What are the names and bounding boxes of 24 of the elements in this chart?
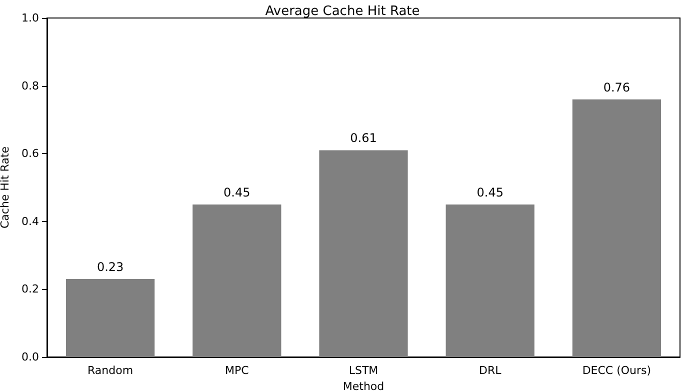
bar <box>446 204 534 357</box>
data-label: 0.45 <box>476 185 504 200</box>
data-label: 0.23 <box>96 260 124 274</box>
y-tick-label: 0.8 <box>22 79 39 92</box>
y-tick-label: 0.4 <box>22 214 39 228</box>
data-label: 0.76 <box>603 80 630 94</box>
y-tick-label: 0.6 <box>22 147 39 160</box>
bar <box>66 279 155 357</box>
x-tick-label: LSTM <box>348 364 378 377</box>
bar <box>572 99 662 357</box>
y-tick-label: 0.0 <box>22 350 39 364</box>
x-axis-title: Method <box>342 380 384 392</box>
data-label: 0.45 <box>224 185 250 200</box>
bar <box>192 204 282 357</box>
x-tick-label: DECC (Ours) <box>582 364 652 377</box>
x-tick-label: Random <box>88 364 134 377</box>
x-tick-label: MPC <box>224 364 250 377</box>
y-tick-label: 1.0 <box>22 12 39 24</box>
bar <box>319 150 408 357</box>
x-tick-label: DRL <box>478 364 502 377</box>
y-axis-title: Cache Hit Rate <box>0 146 12 229</box>
data-label: 0.61 <box>350 131 377 146</box>
chart-title: Average Cache Hit Rate <box>265 4 420 19</box>
y-tick-label: 0.2 <box>22 282 39 296</box>
